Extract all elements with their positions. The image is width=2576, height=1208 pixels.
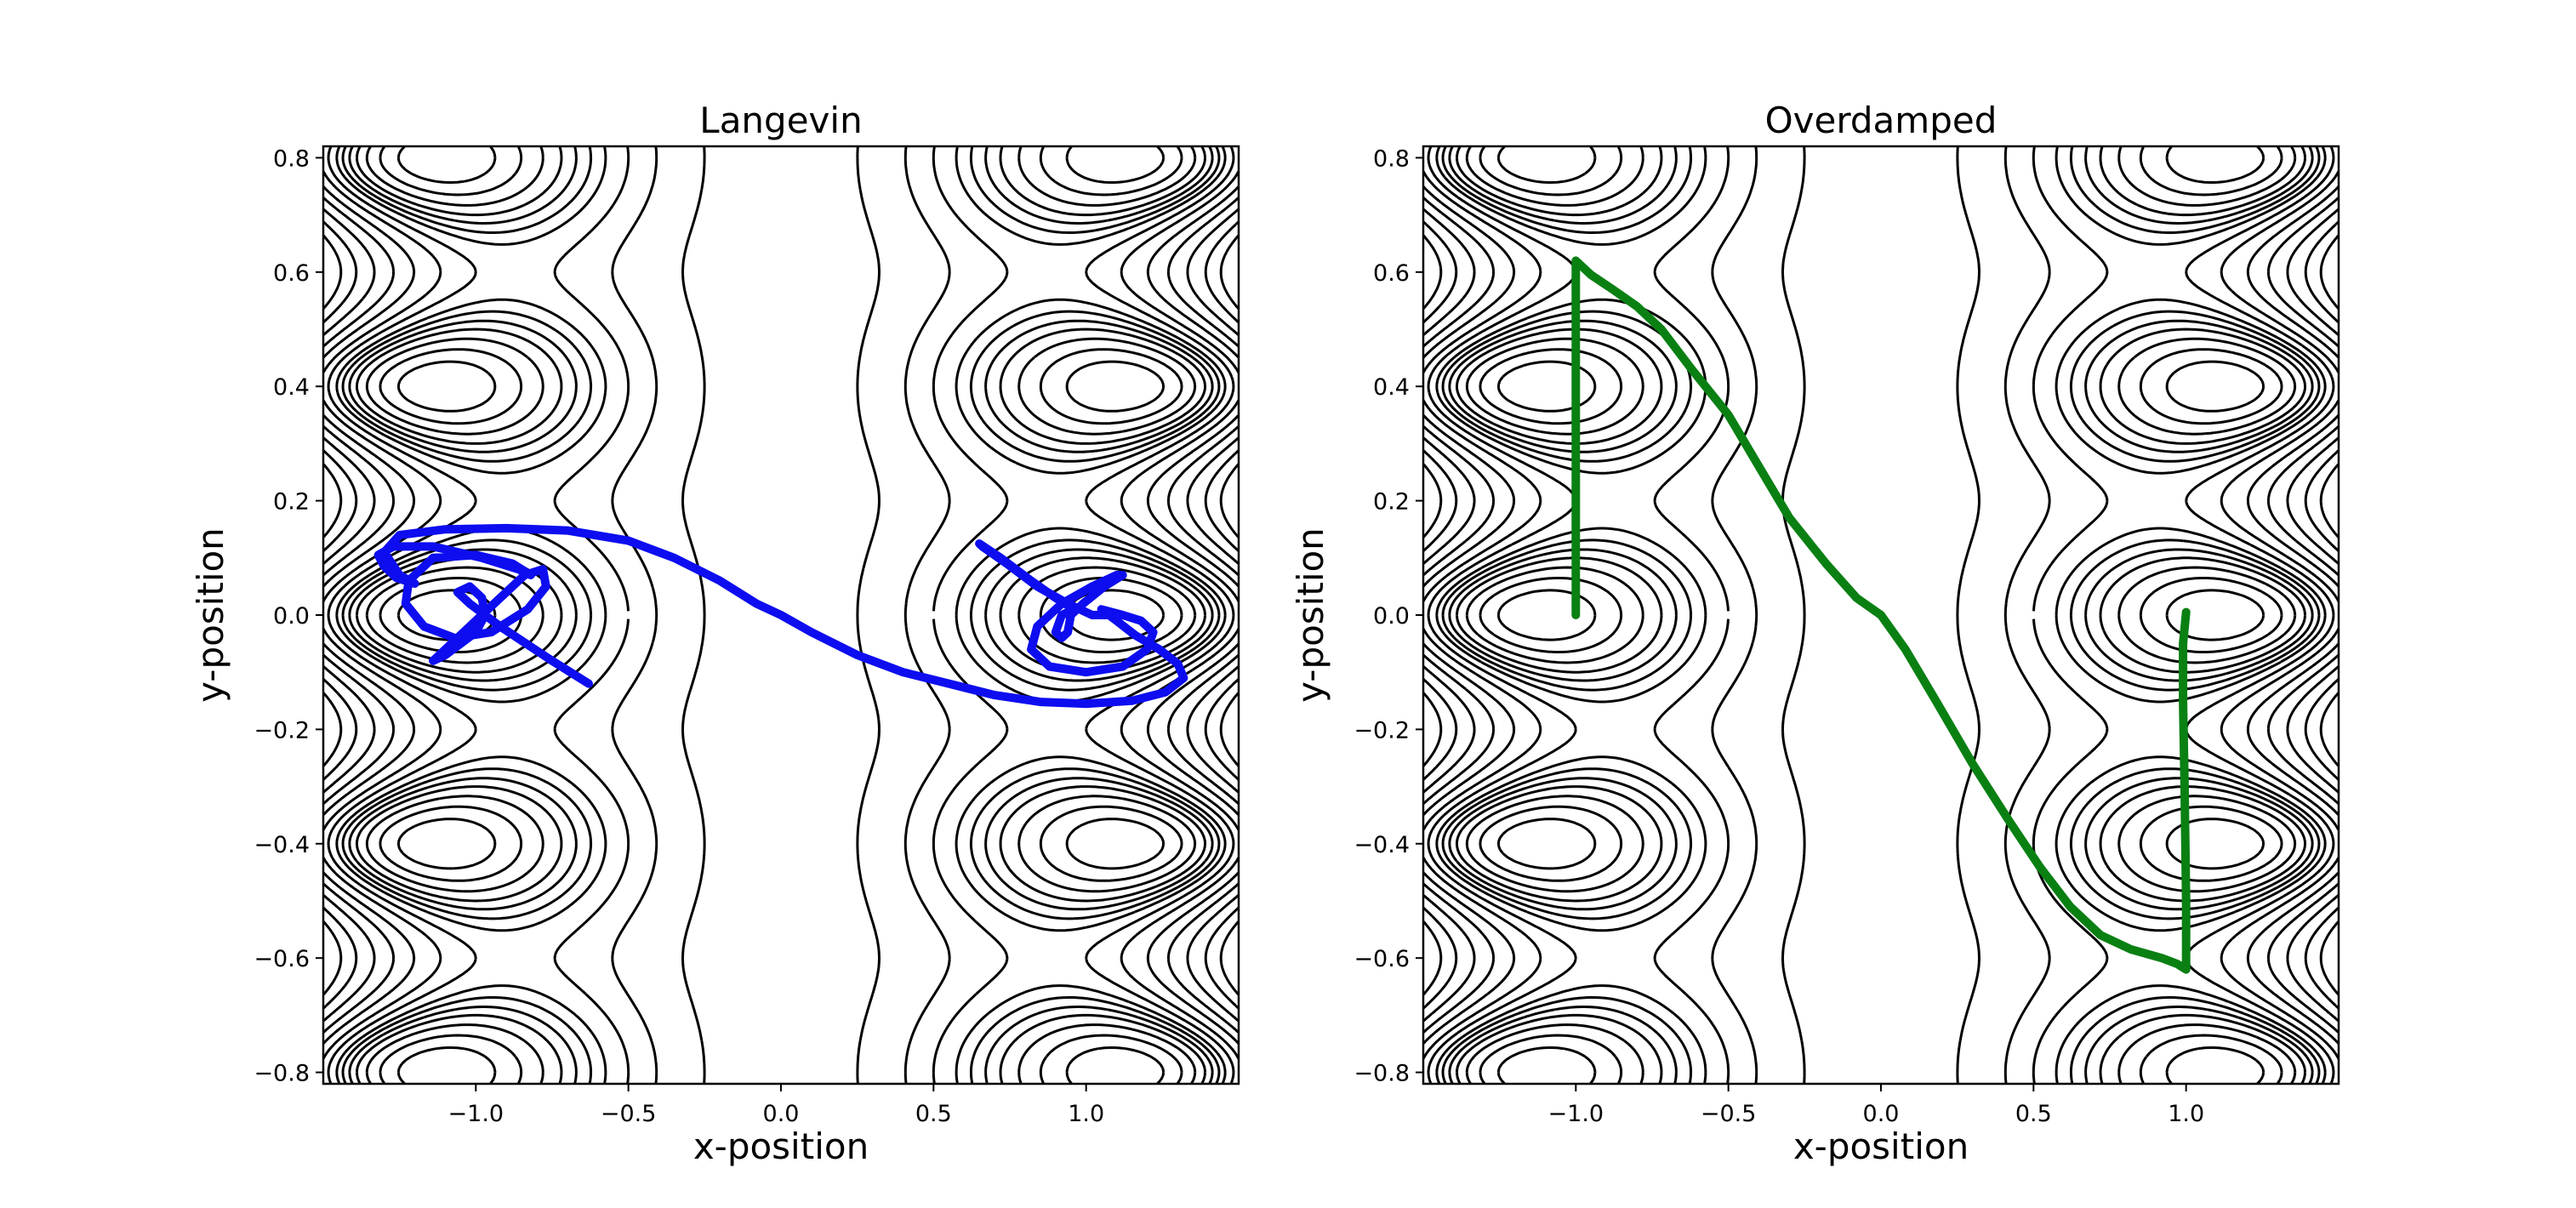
y-tick-label: −0.6 [1354, 946, 1410, 972]
contour-line [1423, 220, 2339, 1010]
x-tick-label: 0.0 [763, 1101, 800, 1127]
x-tick-label: 1.0 [2168, 1101, 2204, 1127]
chart-title: Overdamped [1765, 100, 1998, 141]
chart-title: Langevin [699, 100, 862, 141]
contour-line [1427, 146, 2335, 1084]
contour-line [1465, 146, 2297, 1084]
contour-line [1435, 146, 2327, 1084]
trajectory-series [373, 523, 1188, 709]
contour-line [341, 146, 1221, 1084]
y-tick-label: 0.6 [273, 260, 310, 287]
y-tick-label: −0.2 [1354, 717, 1410, 744]
y-tick-label: −0.8 [1354, 1061, 1410, 1087]
y-tick-label: −0.2 [254, 717, 310, 744]
y-tick-label: 0.2 [1373, 489, 1410, 516]
contour-line [323, 146, 1239, 1084]
x-tick-label: −1.0 [448, 1101, 504, 1127]
contour-line [1479, 146, 2283, 1084]
contour-line [327, 146, 1235, 1084]
panel-langevin: −1.0 −0.5 0.0 0.5 1.0 0.8 0.6 0.4 0.2 0.0 −0.2 −0.4… [190, 100, 1240, 1167]
contour-line [323, 220, 1239, 1010]
contour-line [348, 146, 1214, 1084]
y-tick-label: 0.8 [1373, 145, 1410, 172]
x-tick-label: −0.5 [1701, 1101, 1757, 1127]
y-axis-label: y-position [190, 527, 231, 703]
y-axis-label: y-position [1290, 527, 1331, 703]
contour-line [1496, 146, 2265, 1084]
y-tick-label: −0.4 [254, 832, 310, 858]
contour-line [323, 208, 1239, 1023]
y-tick-label: 0.0 [1373, 603, 1410, 630]
trajectory-series [1571, 256, 2191, 974]
x-tick-label: 0.5 [2015, 1101, 2052, 1127]
contour-line [1423, 197, 2339, 1034]
y-tick-label: −0.4 [1354, 832, 1410, 858]
y-tick-label: 0.2 [273, 489, 310, 516]
x-tick-label: −0.5 [601, 1101, 657, 1127]
contour-lines [1423, 146, 2339, 1084]
x-axis-label: x-position [1793, 1125, 1969, 1167]
y-tick-label: 0.8 [273, 145, 310, 172]
x-tick-label: 0.5 [915, 1101, 952, 1127]
y-tick-label: −0.8 [254, 1061, 310, 1087]
contour-line [1455, 146, 2307, 1084]
contour-line [365, 146, 1197, 1084]
contour-line [323, 197, 1239, 1034]
y-tick-label: −0.6 [254, 946, 310, 972]
panel-overdamped: −1.0 −0.5 0.0 0.5 1.0 0.8 0.6 0.4 0.2 0.0 −0.2 −0.4… [1290, 100, 2340, 1167]
contour-line [1423, 208, 2339, 1023]
y-tick-label: 0.0 [273, 603, 310, 630]
x-tick-label: 1.0 [1068, 1101, 1104, 1127]
contour-line [1423, 146, 2339, 1084]
y-tick-label: 0.4 [1373, 374, 1410, 401]
y-tick-label: 0.4 [273, 374, 310, 401]
x-axis-label: x-position [693, 1125, 869, 1167]
y-tick-label: 0.6 [1373, 260, 1410, 287]
x-tick-label: −1.0 [1548, 1101, 1604, 1127]
contour-line [1448, 146, 2314, 1084]
x-tick-label: 0.0 [1863, 1101, 1900, 1127]
